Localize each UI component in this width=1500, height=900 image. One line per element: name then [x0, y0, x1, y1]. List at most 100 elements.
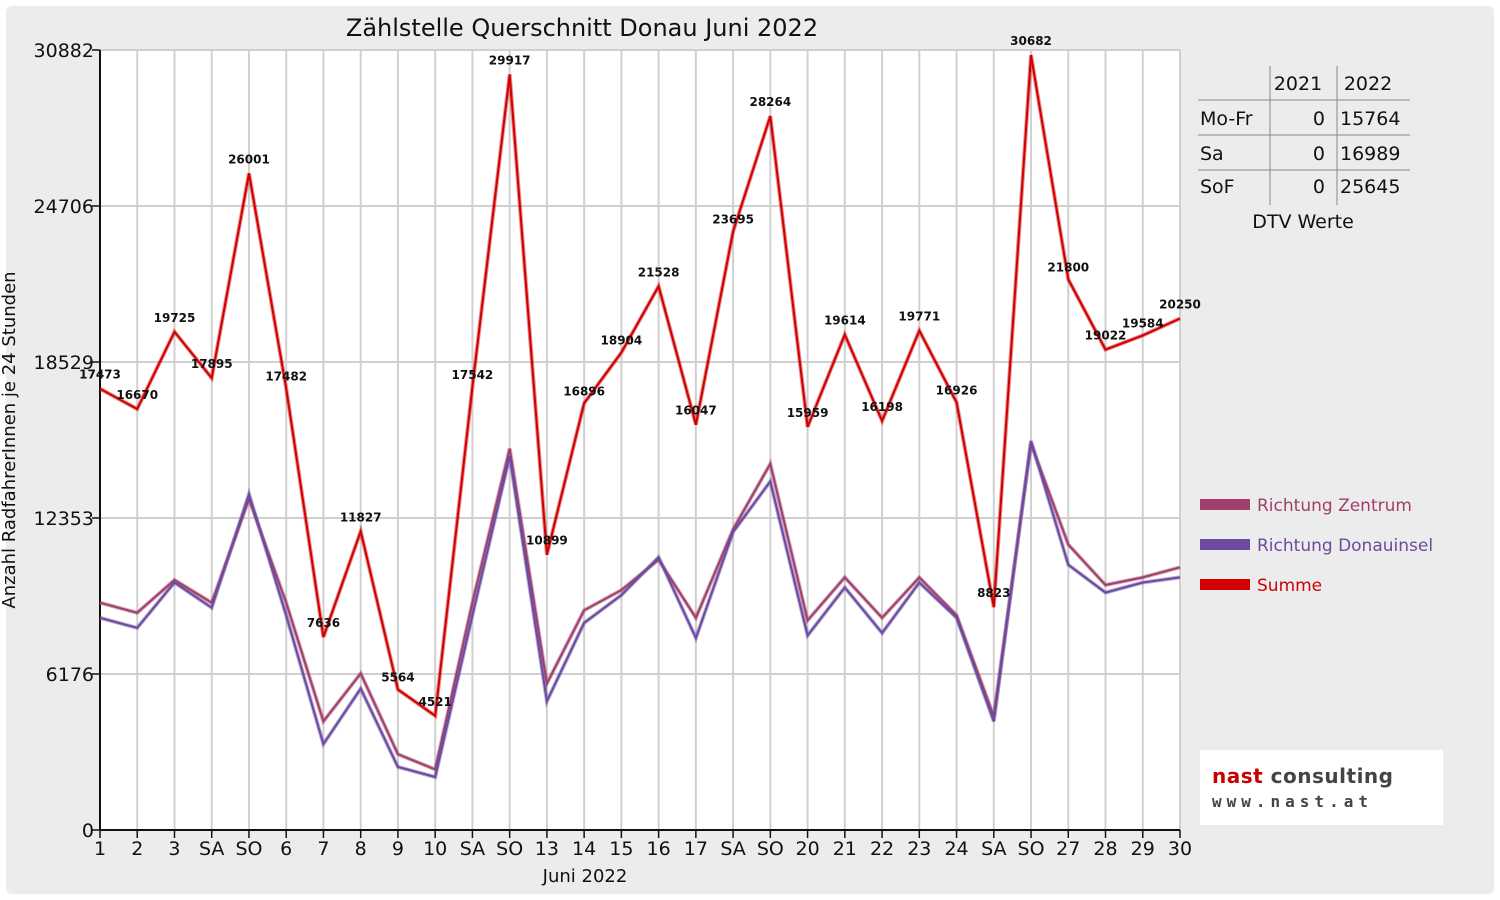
- table-header-2022: 2022: [1344, 73, 1392, 95]
- data-label: 20250: [1159, 298, 1201, 312]
- x-tick-label: 24: [944, 838, 968, 860]
- series-line-summe: [99, 54, 1181, 718]
- y-tick-label: 30882: [34, 40, 94, 62]
- y-tick-label: 0: [82, 820, 94, 842]
- x-tick-label: 9: [392, 838, 404, 860]
- table-row-label: Mo-Fr: [1200, 108, 1253, 130]
- table-cell: 15764: [1340, 108, 1400, 130]
- legend-label: Richtung Zentrum: [1257, 496, 1412, 516]
- x-tick-label: SO: [496, 838, 523, 860]
- x-tick-label: 6: [280, 838, 292, 860]
- table-row-label: Sa: [1200, 143, 1224, 165]
- y-tick-label: 12353: [34, 508, 94, 530]
- y-axis-label: Anzahl RadfahrerInnen je 24 Stunden: [0, 271, 20, 608]
- data-label: 17542: [452, 368, 494, 382]
- data-label: 19771: [898, 310, 940, 324]
- data-label: 4521: [418, 695, 451, 709]
- table-row-label: SoF: [1200, 176, 1235, 198]
- y-tick-label: 24706: [34, 196, 94, 218]
- x-tick-label: 2: [131, 838, 143, 860]
- data-label: 19725: [154, 311, 196, 325]
- data-label: 26001: [228, 152, 270, 166]
- x-tick-label: 20: [795, 838, 819, 860]
- legend-label: Summe: [1257, 576, 1322, 596]
- x-tick-label: 8: [355, 838, 367, 860]
- data-label: 29917: [489, 53, 531, 67]
- x-tick-label: 10: [423, 838, 447, 860]
- x-axis-label: Juni 2022: [542, 866, 628, 887]
- logo-wordmark: nast consulting: [1212, 764, 1393, 788]
- legend-label: Richtung Donauinsel: [1257, 536, 1433, 556]
- legend-swatch: [1200, 499, 1250, 510]
- data-label: 16198: [861, 400, 903, 414]
- legend-swatch: [1200, 539, 1250, 550]
- table-cell: 16989: [1340, 143, 1400, 165]
- data-label: 16896: [563, 384, 605, 398]
- data-label: 10899: [526, 534, 568, 548]
- table-cell: 0: [1313, 108, 1325, 130]
- x-tick-label: 16: [647, 838, 671, 860]
- x-tick-label: 21: [833, 838, 857, 860]
- legend-swatch: [1200, 579, 1250, 590]
- data-label: 19022: [1085, 329, 1127, 343]
- data-label: 21800: [1047, 260, 1089, 274]
- plot-area: [100, 50, 1180, 830]
- x-tick-label: SO: [757, 838, 784, 860]
- table-cell: 0: [1313, 143, 1325, 165]
- y-tick-labels: 0 6176 12353 18529 24706 30882: [34, 40, 94, 842]
- x-tick-label: SA: [720, 838, 745, 860]
- table-cell: 25645: [1340, 176, 1400, 198]
- x-tick-label: 14: [572, 838, 596, 860]
- x-tick-label: SA: [199, 838, 224, 860]
- data-label: 28264: [749, 95, 791, 109]
- dtv-table: 2021 2022 Mo-Fr 0 15764 Sa 0 16989 SoF 0…: [1198, 66, 1410, 233]
- series-group: [99, 54, 1181, 780]
- data-label: 30682: [1010, 34, 1052, 48]
- data-label: 18904: [601, 334, 643, 348]
- x-tick-label: SA: [981, 838, 1006, 860]
- x-tick-label: 29: [1131, 838, 1155, 860]
- data-label: 17473: [79, 368, 121, 382]
- y-tick-label: 6176: [46, 664, 94, 686]
- data-label: 21528: [638, 265, 680, 279]
- x-tick-labels: 1 2 3 SA SO 6 7 8 9 10 SA SO 13 14 15 16 17 SA SO 20 21 22 23 2…: [94, 838, 1192, 860]
- data-label: 16047: [675, 404, 717, 418]
- logo-name-part1: nast: [1212, 764, 1264, 788]
- data-labels: 17473 16670 19725 17895 26001 17482 7636 11827 5…: [79, 34, 1201, 709]
- table-cell: 0: [1313, 176, 1325, 198]
- chart-title: Zählstelle Querschnitt Donau Juni 2022: [346, 14, 818, 42]
- x-tick-label: SO: [235, 838, 262, 860]
- data-label: 17895: [191, 357, 233, 371]
- data-label: 7636: [307, 616, 340, 630]
- data-label: 17482: [265, 369, 307, 383]
- data-label: 19584: [1122, 316, 1164, 330]
- x-tick-label: 30: [1168, 838, 1192, 860]
- data-label: 23695: [712, 213, 754, 227]
- x-tick-label: 1: [94, 838, 106, 860]
- data-label: 11827: [340, 510, 382, 524]
- logo-name-part2: consulting: [1270, 764, 1394, 788]
- x-tick-label: 13: [535, 838, 559, 860]
- data-label: 16670: [116, 388, 158, 402]
- x-tick-label: 15: [609, 838, 633, 860]
- data-label: 16926: [936, 383, 978, 397]
- grid: [100, 49, 1181, 831]
- data-label: 19614: [824, 314, 866, 328]
- legend: Richtung Zentrum Richtung Donauinsel Summe: [1200, 496, 1433, 596]
- data-label: 5564: [381, 670, 414, 684]
- table-caption: DTV Werte: [1252, 211, 1354, 233]
- y-tick-label: 18529: [34, 352, 94, 374]
- series-line-richtung-donauinsel: [99, 440, 1181, 779]
- x-tick-label: 27: [1056, 838, 1080, 860]
- x-tick-label: 17: [684, 838, 708, 860]
- x-tick-label: 3: [168, 838, 180, 860]
- axes: [92, 49, 1181, 838]
- x-tick-label: SO: [1018, 838, 1045, 860]
- logo-url: www.nast.at: [1212, 792, 1373, 811]
- x-tick-label: 22: [870, 838, 894, 860]
- data-label: 15959: [787, 406, 829, 420]
- table-header-2021: 2021: [1274, 73, 1322, 95]
- x-tick-label: 23: [907, 838, 931, 860]
- x-tick-label: 28: [1093, 838, 1117, 860]
